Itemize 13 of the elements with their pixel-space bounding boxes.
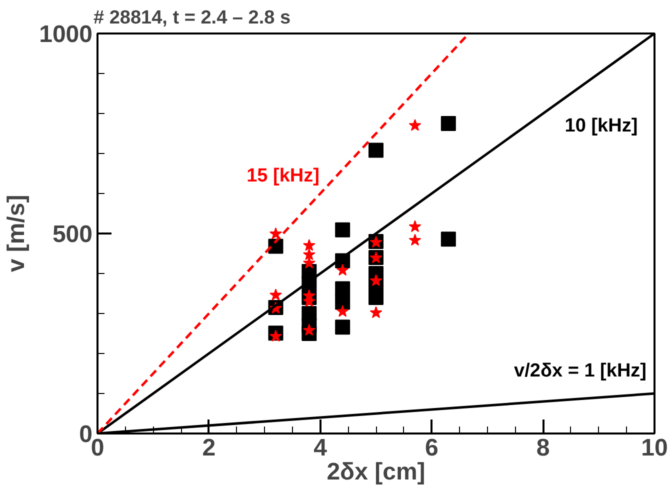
y-tick-label: 1000 — [39, 21, 92, 48]
series-label: 10 [kHz] — [564, 116, 638, 136]
x-axis-title: 2δx [cm] — [326, 458, 426, 486]
x-tick-label: 10 — [641, 434, 668, 462]
y-tick-label: 500 — [52, 221, 93, 248]
x-tick-label: 6 — [425, 434, 438, 462]
x-tick-label: 2 — [202, 434, 216, 462]
series-label: v/2δx = 1 [kHz] — [514, 360, 647, 382]
x-tick-label: 4 — [314, 434, 328, 462]
chart-title: # 28814, t = 2.4 – 2.8 s — [94, 8, 291, 28]
series-label: 15 [kHz] — [246, 166, 320, 186]
x-tick-label: 8 — [536, 434, 550, 462]
y-axis-title: v [m/s] — [3, 194, 30, 272]
